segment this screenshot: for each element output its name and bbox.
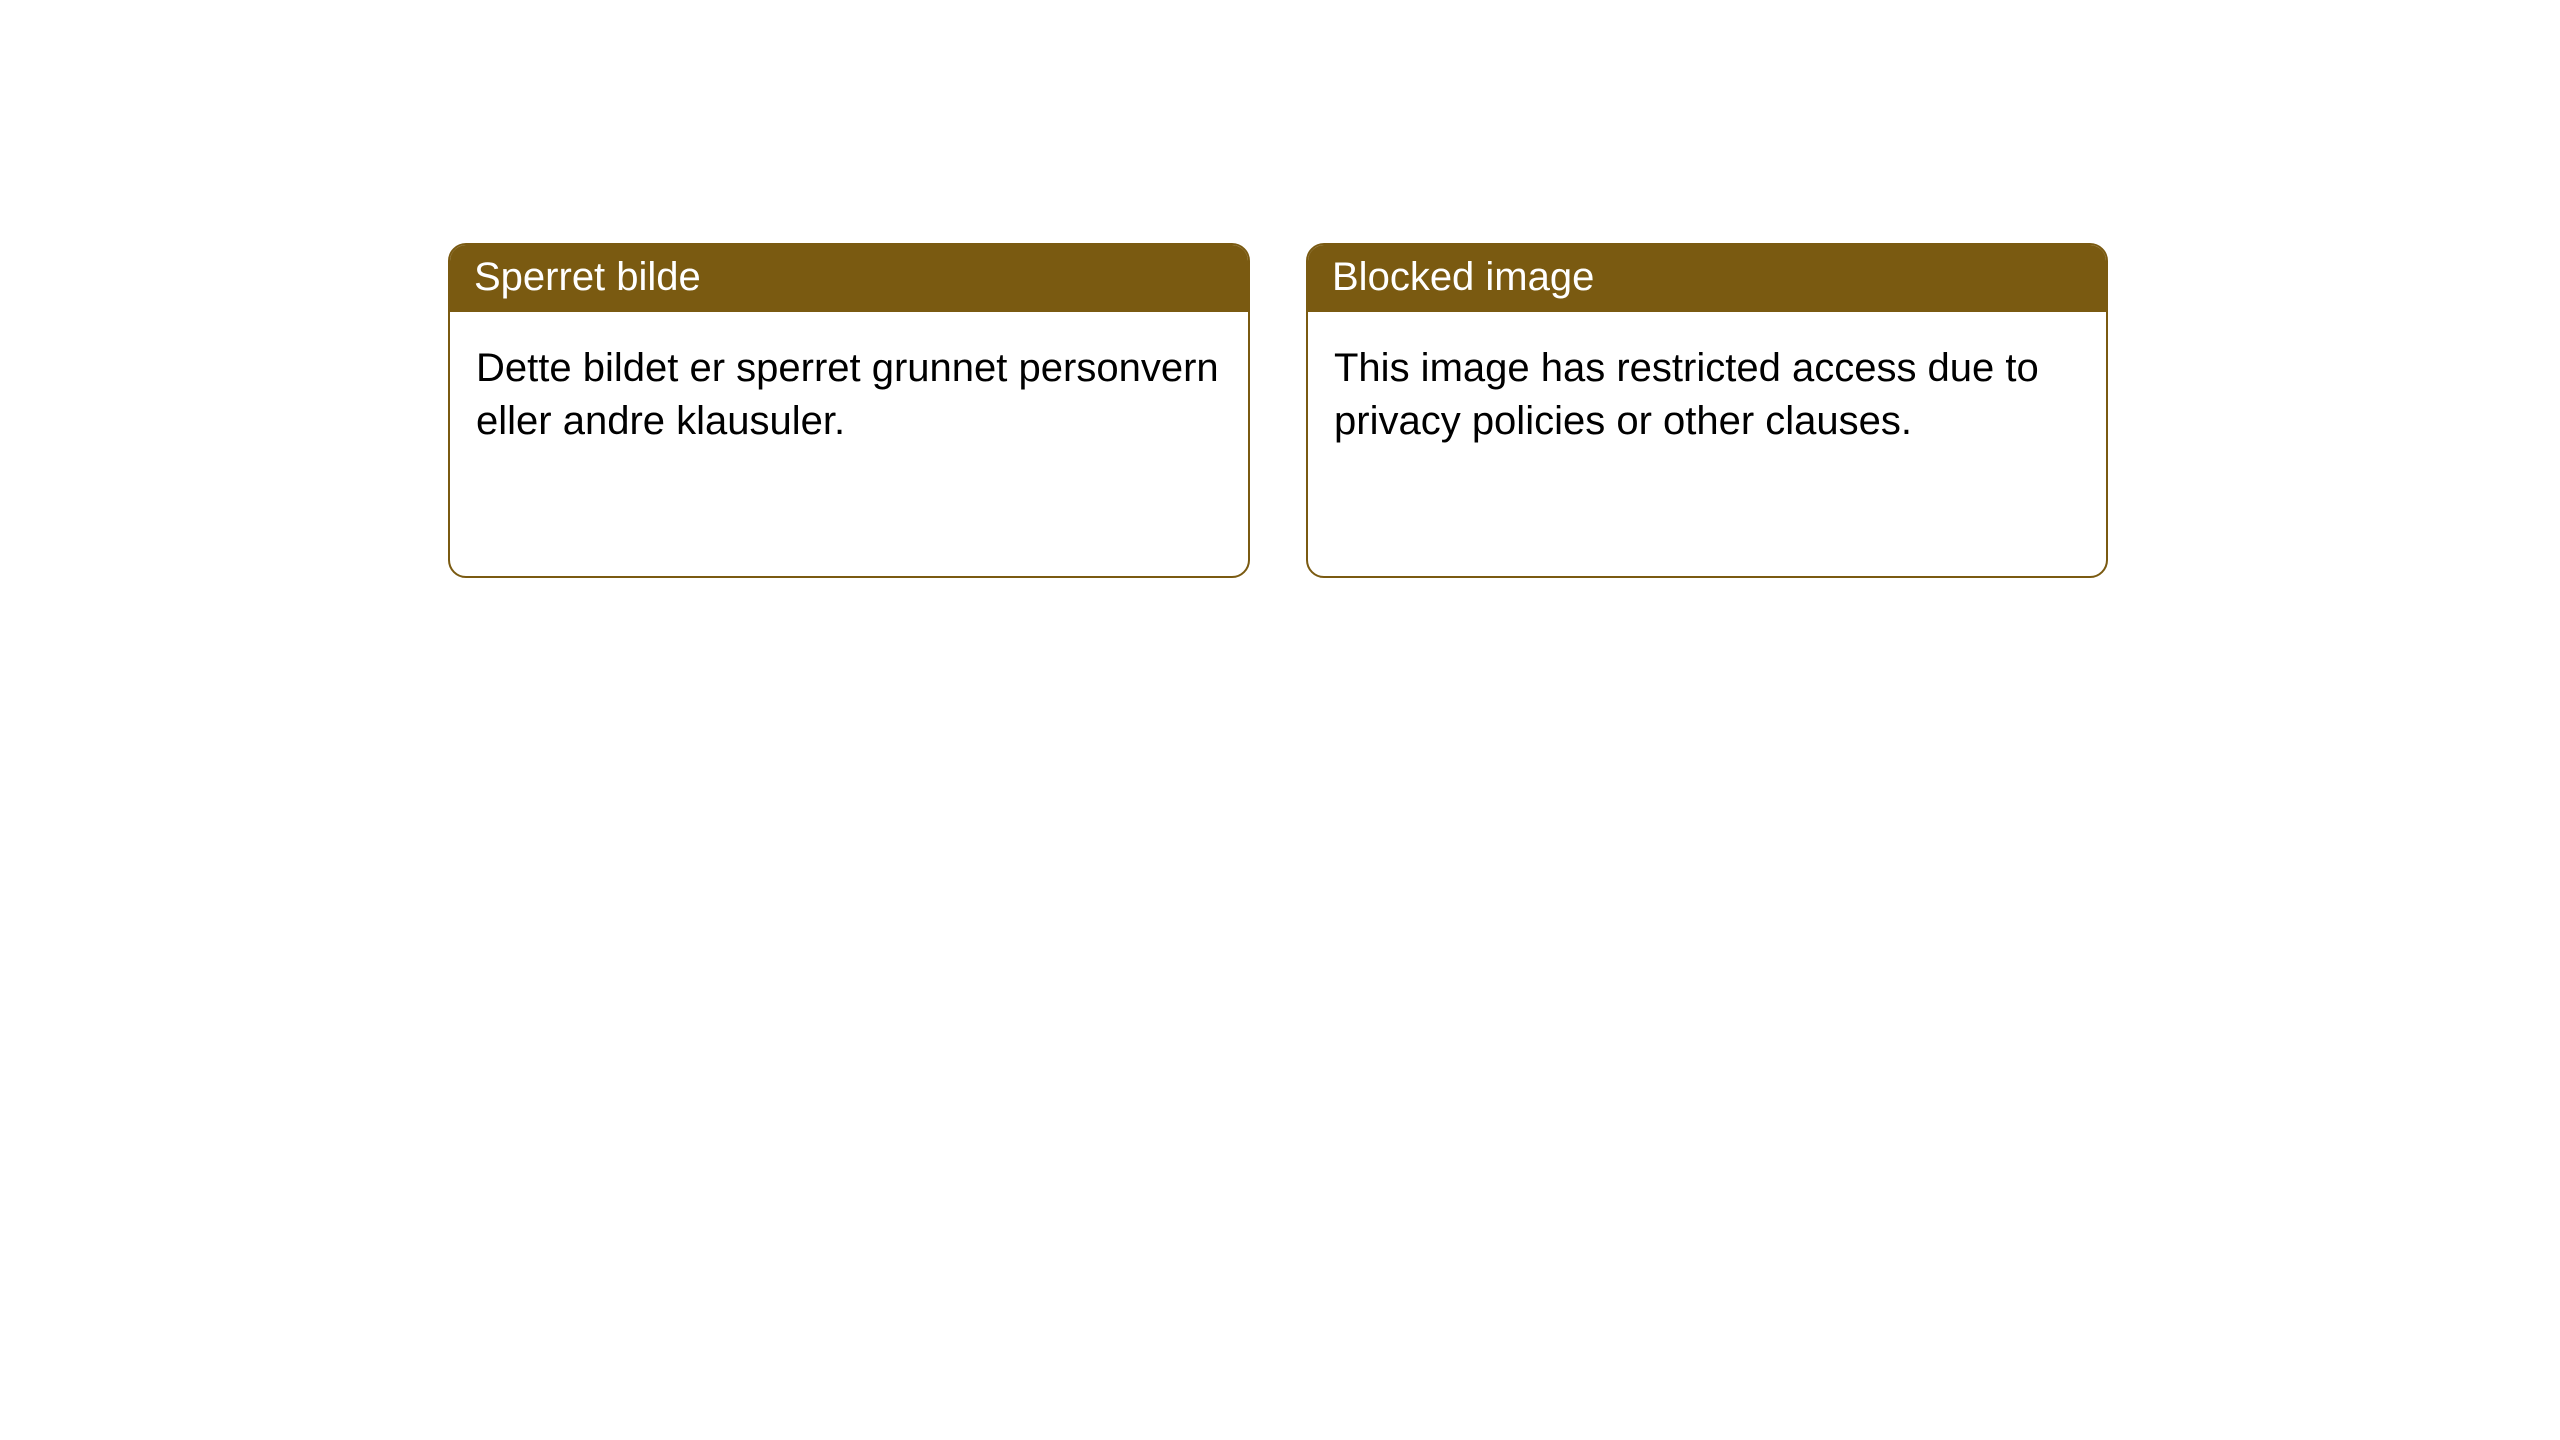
card-header: Sperret bilde	[450, 245, 1248, 312]
card-body: Dette bildet er sperret grunnet personve…	[450, 312, 1248, 478]
notice-card-english: Blocked image This image has restricted …	[1306, 243, 2108, 578]
card-body: This image has restricted access due to …	[1308, 312, 2106, 478]
card-body-text: Dette bildet er sperret grunnet personve…	[476, 346, 1219, 443]
card-header: Blocked image	[1308, 245, 2106, 312]
card-title: Sperret bilde	[474, 255, 701, 299]
card-body-text: This image has restricted access due to …	[1334, 346, 2039, 443]
notice-card-norwegian: Sperret bilde Dette bildet er sperret gr…	[448, 243, 1250, 578]
notice-container: Sperret bilde Dette bildet er sperret gr…	[448, 243, 2108, 578]
card-title: Blocked image	[1332, 255, 1594, 299]
